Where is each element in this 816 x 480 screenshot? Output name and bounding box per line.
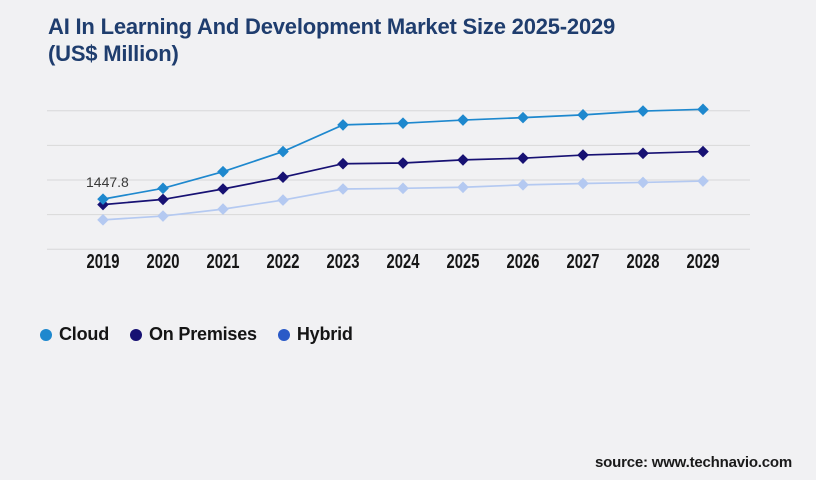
series-marker-on-premises	[517, 152, 529, 164]
series-marker-on-premises	[697, 145, 709, 158]
legend-label-on-premises: On Premises	[149, 324, 257, 344]
series-marker-on-premises	[637, 147, 649, 160]
series-marker-hybrid	[97, 214, 109, 226]
series-marker-on-premises	[457, 154, 469, 166]
series-marker-on-premises	[217, 183, 229, 195]
x-axis-label: 2019	[87, 250, 120, 273]
x-axis-label: 2027	[567, 250, 600, 273]
series-marker-on-premises	[397, 157, 409, 169]
chart-title: AI In Learning And Development Market Si…	[48, 14, 768, 68]
source-attribution: source: www.technavio.com	[595, 454, 792, 471]
x-axis-label: 2020	[147, 250, 180, 273]
series-marker-hybrid	[577, 177, 589, 190]
legend-label-cloud: Cloud	[59, 324, 109, 344]
x-axis-label: 2025	[447, 250, 480, 273]
x-axis-label: 2021	[207, 250, 240, 273]
series-marker-cloud	[277, 145, 289, 158]
series-marker-hybrid	[397, 182, 409, 195]
legend-item-hybrid: Hybrid	[277, 324, 353, 345]
series-marker-on-premises	[157, 193, 169, 206]
series-marker-hybrid	[217, 203, 229, 215]
legend-marker-hybrid-icon	[277, 328, 290, 341]
x-axis-label: 2023	[327, 250, 360, 273]
series-marker-hybrid	[337, 183, 349, 195]
series-marker-hybrid	[277, 194, 289, 206]
x-axis-label: 2028	[627, 250, 660, 273]
annotation-value: 1447.8	[86, 174, 129, 190]
series-marker-cloud	[637, 105, 649, 117]
series-marker-cloud	[157, 182, 169, 195]
chart-svg: 2019 2020 2021 2022 2023 2024 2025 2026 2027 2028…	[47, 103, 750, 273]
series-marker-cloud	[697, 103, 709, 116]
legend-marker-cloud-icon	[40, 328, 52, 341]
series-marker-cloud	[577, 109, 589, 121]
series-marker-cloud	[397, 117, 409, 129]
series-marker-hybrid	[457, 181, 469, 194]
series-marker-hybrid	[697, 175, 709, 187]
series-marker-cloud	[337, 119, 349, 131]
legend-marker-on-premises-icon	[130, 328, 142, 341]
series-marker-cloud	[517, 111, 529, 124]
chart-title-line2: (US$ Million)	[48, 40, 179, 66]
chart-title-line1: AI In Learning And Development Market Si…	[48, 14, 616, 39]
series-marker-cloud	[217, 165, 229, 178]
series-marker-on-premises	[577, 149, 589, 161]
x-axis-label: 2029	[687, 250, 720, 273]
series-marker-hybrid	[157, 210, 169, 222]
x-axis-label: 2024	[387, 250, 420, 273]
series-marker-cloud	[457, 114, 469, 126]
series-marker-hybrid	[637, 176, 649, 189]
legend-item-cloud: Cloud	[40, 324, 109, 345]
x-axis-label: 2022	[267, 250, 300, 273]
series-marker-on-premises	[277, 171, 289, 184]
x-axis-label: 2026	[507, 250, 540, 273]
legend-label-hybrid: Hybrid	[296, 324, 353, 344]
series-marker-hybrid	[517, 179, 529, 191]
series-marker-on-premises	[337, 157, 349, 170]
series-marker-cloud	[97, 193, 109, 205]
legend: Cloud On Premises Hybrid	[40, 324, 353, 345]
legend-item-on-premises: On Premises	[130, 324, 257, 345]
